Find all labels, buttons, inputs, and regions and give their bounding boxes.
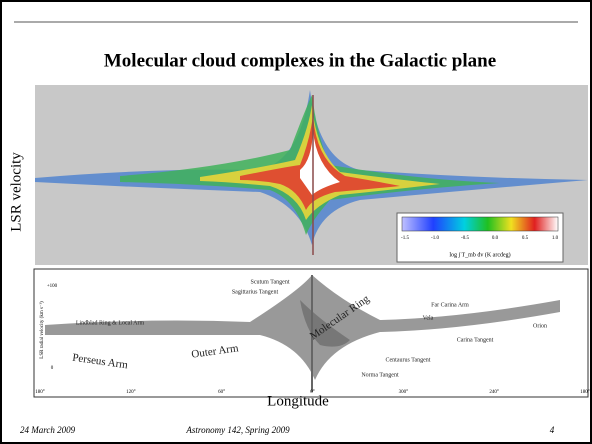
x-axis-label: Longitude (267, 393, 329, 409)
map-label: Norma Tangent (361, 372, 399, 378)
footer-date: 24 March 2009 (20, 425, 76, 435)
map-y-tick: +100 (47, 284, 58, 289)
map-label: Far Carina Arm (431, 302, 469, 308)
colorbar-tick: 1.0 (552, 236, 559, 241)
slide-title: Molecular cloud complexes in the Galacti… (104, 50, 496, 71)
footer-page: 4 (550, 425, 555, 435)
map-x-tick: 180° (35, 390, 45, 395)
colorbar-tick: -0.5 (461, 236, 469, 241)
colorbar-tick: -1.5 (401, 236, 409, 241)
map-x-tick: 180° (580, 390, 590, 395)
map-x-tick: 60° (218, 390, 225, 395)
map-y-axis-label: LSR radial velocity (km s⁻¹) (39, 301, 45, 359)
map-x-tick: 120° (126, 390, 136, 395)
map-label: Vela (423, 315, 434, 321)
slide: Molecular cloud complexes in the Galacti… (0, 0, 592, 444)
map-label: Orion (533, 323, 547, 329)
map-label: Lindblad Ring & Local Arm (76, 320, 145, 326)
map-x-tick: 240° (489, 390, 499, 395)
colorbar-tick: -1.0 (431, 236, 439, 241)
map-label: Carina Tangent (457, 337, 494, 343)
colorbar-tick: 0.0 (492, 236, 499, 241)
map-x-tick: 300° (399, 390, 409, 395)
colorbar: -1.5 -1.0 -0.5 0.0 0.5 1.0 log ∫ T_mb dv (K a… (397, 213, 563, 262)
colorbar-label: log ∫ T_mb dv (K arcdeg) (449, 251, 510, 258)
footer-course: Astronomy 142, Spring 2009 (185, 425, 290, 435)
colorbar-tick: 0.5 (522, 236, 529, 241)
map-label: Centaurus Tangent (386, 357, 431, 363)
map-label: Sagittarius Tangent (232, 289, 279, 295)
y-axis-label: LSR velocity (8, 152, 24, 232)
map-label: Scutum Tangent (251, 279, 290, 285)
